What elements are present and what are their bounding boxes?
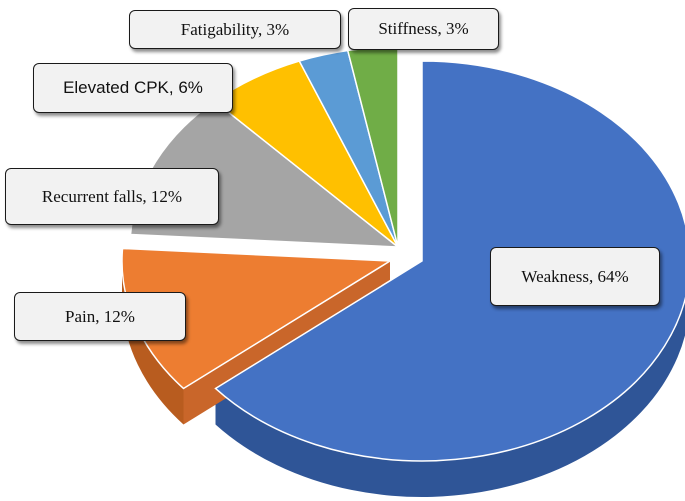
data-label-elevated-cpk: Elevated CPK, 6%	[33, 63, 233, 113]
slice-side-pain	[122, 261, 184, 425]
pie-tops	[121, 46, 685, 462]
data-label-fatigability: Fatigability, 3%	[129, 10, 341, 49]
data-label-stiffness: Stiffness, 3%	[348, 8, 499, 50]
data-label-recurrent-falls: Recurrent falls, 12%	[5, 168, 219, 225]
slice-weakness	[214, 60, 685, 462]
slice-side-weakness	[215, 299, 685, 497]
data-label-weakness: Weakness, 64%	[490, 247, 660, 306]
data-label-pain: Pain, 12%	[14, 292, 186, 341]
